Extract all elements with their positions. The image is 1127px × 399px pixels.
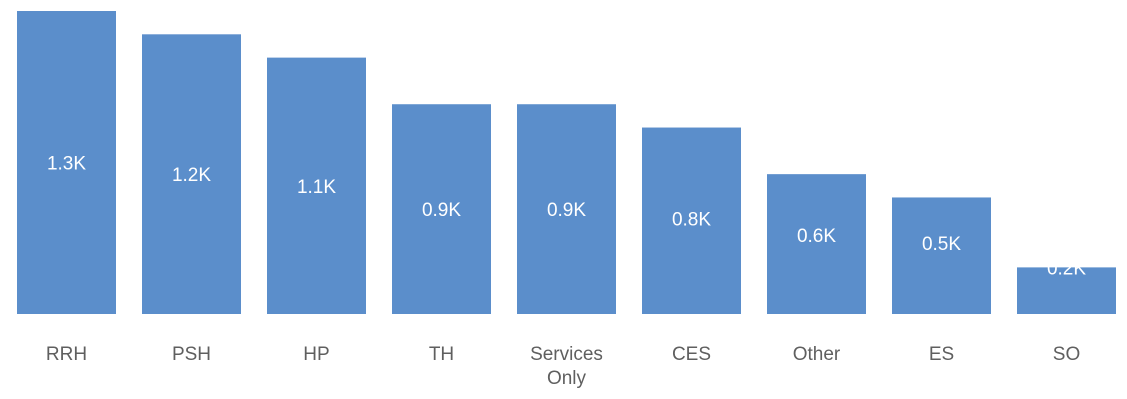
category-label: Services Only (530, 344, 603, 389)
category-label-line: Services (530, 344, 603, 365)
bar-so[interactable] (1017, 267, 1116, 314)
bar-es[interactable] (892, 197, 991, 314)
category-label: Other (793, 344, 841, 365)
category-label-line: Other (793, 344, 841, 365)
category-label-line: Only (547, 368, 587, 389)
bar-services-only[interactable] (517, 104, 616, 314)
category-label: HP (303, 344, 329, 365)
bar-th[interactable] (392, 104, 491, 314)
bar-ces[interactable] (642, 127, 741, 315)
bar-value-label: 0.9K (547, 200, 586, 221)
category-label: PSH (172, 344, 211, 365)
bar-hp[interactable] (267, 57, 366, 314)
category-label-line: CES (672, 344, 711, 365)
bar-value-label: 1.2K (172, 165, 211, 186)
bar-other[interactable] (767, 174, 866, 314)
category-label-line: PSH (172, 344, 211, 365)
bar-value-label: 0.6K (797, 226, 836, 247)
bar-value-label: 0.2K (1047, 259, 1086, 280)
category-label: ES (929, 344, 954, 365)
category-label: RRH (46, 344, 87, 365)
category-labels-group: RRH PSH HP TH Services Only CES Other ES SO (46, 344, 1080, 389)
category-label: CES (672, 344, 711, 365)
category-label: SO (1053, 344, 1080, 365)
category-label-line: ES (929, 344, 954, 365)
bar-value-label: 0.5K (922, 234, 961, 255)
bar-rrh[interactable] (17, 11, 116, 314)
bars-group: 1.3K 1.2K 1.1K 0.9K 0.9K 0.8K 0.6K 0.5K 0.2K (17, 11, 1116, 315)
category-label-line: RRH (46, 344, 87, 365)
category-label: TH (429, 344, 454, 365)
category-label-line: SO (1053, 344, 1080, 365)
bar-psh[interactable] (142, 34, 241, 315)
bar-value-label: 0.8K (672, 210, 711, 231)
category-label-line: HP (303, 344, 329, 365)
category-label-line: TH (429, 344, 454, 365)
bar-value-label: 0.9K (422, 200, 461, 221)
bar-value-label: 1.3K (47, 154, 86, 175)
bar-value-label: 1.1K (297, 177, 336, 198)
